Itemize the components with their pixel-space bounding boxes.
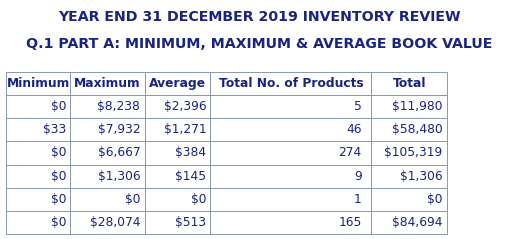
Text: $0: $0 [51,170,66,183]
Text: Total: Total [393,77,426,90]
Text: 1: 1 [354,193,362,206]
Text: $0: $0 [51,216,66,229]
Text: Maximum: Maximum [74,77,141,90]
Text: 9: 9 [354,170,362,183]
Text: $145: $145 [176,170,207,183]
Text: 274: 274 [338,147,362,159]
Text: $0: $0 [51,193,66,206]
Text: $84,694: $84,694 [392,216,442,229]
Text: $8,238: $8,238 [97,100,140,113]
Text: $513: $513 [176,216,207,229]
Text: $384: $384 [176,147,207,159]
Text: YEAR END 31 DECEMBER 2019 INVENTORY REVIEW: YEAR END 31 DECEMBER 2019 INVENTORY REVI… [57,10,461,24]
Text: $105,319: $105,319 [384,147,442,159]
Text: $0: $0 [51,100,66,113]
Text: $28,074: $28,074 [90,216,140,229]
Text: $7,932: $7,932 [97,123,140,136]
Text: Average: Average [149,77,206,90]
Text: $0: $0 [125,193,140,206]
Text: $1,306: $1,306 [97,170,140,183]
Text: Minimum: Minimum [6,77,70,90]
Text: $33: $33 [43,123,66,136]
Text: $6,667: $6,667 [97,147,140,159]
Text: $0: $0 [191,193,207,206]
Text: $2,396: $2,396 [164,100,207,113]
Text: $58,480: $58,480 [392,123,442,136]
Text: $0: $0 [51,147,66,159]
Text: Total No. of Products: Total No. of Products [219,77,363,90]
Text: 46: 46 [346,123,362,136]
Text: $0: $0 [427,193,442,206]
Text: $11,980: $11,980 [392,100,442,113]
Text: 5: 5 [354,100,362,113]
Text: Q.1 PART A: MINIMUM, MAXIMUM & AVERAGE BOOK VALUE: Q.1 PART A: MINIMUM, MAXIMUM & AVERAGE B… [26,37,492,51]
Text: 165: 165 [338,216,362,229]
Text: $1,271: $1,271 [164,123,207,136]
Text: $1,306: $1,306 [400,170,442,183]
